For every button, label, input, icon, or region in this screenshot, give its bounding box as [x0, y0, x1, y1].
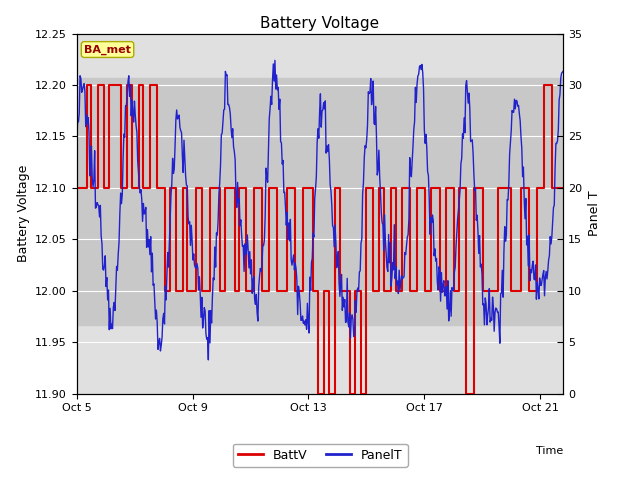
Title: Battery Voltage: Battery Voltage [260, 16, 380, 31]
Bar [77, 78, 563, 324]
Y-axis label: Battery Voltage: Battery Voltage [17, 165, 29, 262]
Legend: BattV, PanelT: BattV, PanelT [232, 444, 408, 467]
Text: BA_met: BA_met [84, 44, 131, 55]
Y-axis label: Panel T: Panel T [588, 191, 601, 237]
Text: Time: Time [536, 446, 563, 456]
